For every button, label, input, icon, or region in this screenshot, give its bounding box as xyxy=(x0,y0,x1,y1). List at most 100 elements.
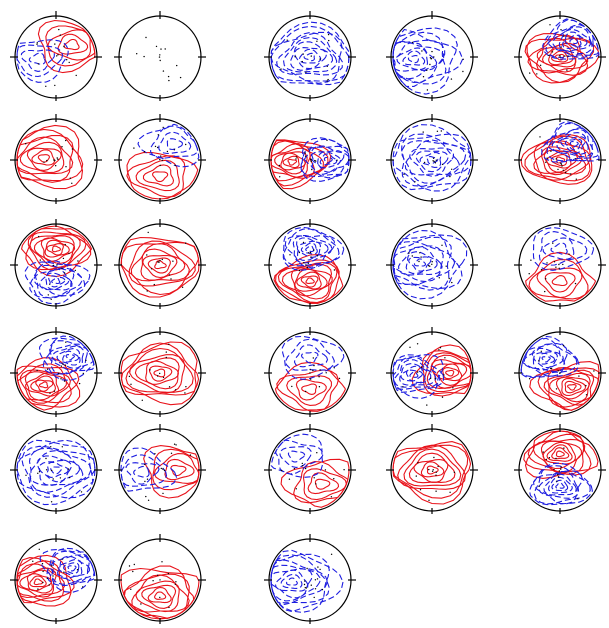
sensor-dot xyxy=(59,34,61,36)
topomap-13 xyxy=(264,219,356,309)
sensor-dot xyxy=(51,469,53,472)
sensor-dot xyxy=(545,278,547,280)
negative-contour xyxy=(294,47,328,70)
sensor-dot xyxy=(330,496,333,498)
topomap-21 xyxy=(10,424,102,514)
sensor-dot xyxy=(168,274,171,276)
positive-contour xyxy=(120,342,200,396)
negative-contour xyxy=(392,354,445,393)
sensor-dot xyxy=(293,468,296,470)
positive-contour xyxy=(281,263,333,300)
positive-contour xyxy=(154,260,167,270)
sensor-dot xyxy=(452,387,454,389)
sensor-dot xyxy=(418,260,420,263)
sensor-dot xyxy=(311,168,313,171)
sensor-dot xyxy=(49,283,51,285)
sensor-dot xyxy=(145,495,147,498)
sensor-dot xyxy=(528,273,530,275)
sensor-dot xyxy=(568,253,570,255)
negative-contour xyxy=(538,352,556,365)
negative-contour xyxy=(28,447,92,493)
negative-contour xyxy=(555,482,565,489)
sensor-dot xyxy=(161,258,163,261)
sensor-dot xyxy=(402,386,404,388)
positive-contour xyxy=(33,235,75,264)
sensor-dot xyxy=(42,581,44,584)
sensor-dot xyxy=(67,468,70,470)
negative-contour xyxy=(276,31,343,76)
sensor-dot xyxy=(174,389,177,391)
negative-contour xyxy=(51,277,61,285)
sensor-dot xyxy=(319,58,321,60)
sensor-dot xyxy=(172,260,174,262)
positive-contour xyxy=(16,136,74,175)
sensor-dot xyxy=(133,147,135,149)
positive-contour xyxy=(126,151,199,200)
sensor-dot xyxy=(343,469,345,471)
positive-contour xyxy=(397,444,466,490)
sensor-dot xyxy=(449,491,451,493)
sensor-dot xyxy=(551,51,554,53)
sensor-dot xyxy=(561,165,563,167)
topomap-25 xyxy=(514,424,606,514)
sensor-dot xyxy=(566,69,568,71)
sensor-dot xyxy=(46,368,49,370)
sensor-dot xyxy=(146,478,149,480)
topomap-24 xyxy=(386,424,478,514)
positive-contour xyxy=(525,251,597,302)
sensor-dot xyxy=(578,375,580,377)
sensor-dot xyxy=(145,36,147,39)
positive-contour xyxy=(536,37,589,74)
sensor-dot xyxy=(37,472,39,474)
negative-contour xyxy=(21,445,96,498)
sensor-dot xyxy=(49,392,51,394)
sensor-dot xyxy=(50,446,52,448)
positive-contour xyxy=(411,344,472,395)
negative-contour xyxy=(402,50,426,66)
sensor-dot xyxy=(462,70,464,73)
sensor-dot xyxy=(437,465,439,468)
sensor-dot xyxy=(36,43,38,45)
sensor-dot xyxy=(56,264,58,266)
negative-contour xyxy=(302,145,350,179)
sensor-dot xyxy=(439,347,442,349)
sensor-dot xyxy=(451,281,453,284)
positive-contour xyxy=(131,574,190,613)
negative-contour xyxy=(531,347,564,371)
sensor-dot xyxy=(310,256,312,258)
sensor-dot xyxy=(556,480,558,482)
negative-contour xyxy=(564,34,582,47)
negative-contour xyxy=(125,462,160,485)
negative-contour xyxy=(310,150,345,173)
negative-contour xyxy=(296,240,321,258)
sensor-dot xyxy=(560,29,562,31)
sensor-dot xyxy=(336,159,338,161)
negative-contour xyxy=(528,462,593,506)
positive-contour xyxy=(300,275,319,288)
sensor-dot xyxy=(435,471,437,473)
sensor-dot xyxy=(309,372,311,374)
positive-contour xyxy=(436,363,463,382)
positive-contour xyxy=(296,271,322,290)
negative-contour xyxy=(543,473,577,496)
sensor-dot xyxy=(55,165,57,167)
negative-contour xyxy=(419,151,442,168)
sensor-dot xyxy=(128,375,131,378)
sensor-dot xyxy=(310,55,312,57)
sensor-dot xyxy=(160,155,162,157)
sensor-dot xyxy=(309,378,312,380)
positive-contour xyxy=(540,440,582,470)
negative-contour xyxy=(551,128,594,158)
sensor-dot xyxy=(538,360,540,362)
sensor-dot xyxy=(565,171,567,174)
negative-contour xyxy=(34,264,83,299)
positive-contour xyxy=(408,452,456,484)
sensor-dot xyxy=(429,57,432,59)
sensor-dot xyxy=(74,269,76,272)
negative-contour xyxy=(296,237,329,262)
negative-contour xyxy=(270,31,343,84)
positive-contour xyxy=(51,245,62,253)
positive-contour xyxy=(556,376,590,400)
sensor-dot xyxy=(158,56,161,58)
sensor-dot xyxy=(324,469,327,471)
